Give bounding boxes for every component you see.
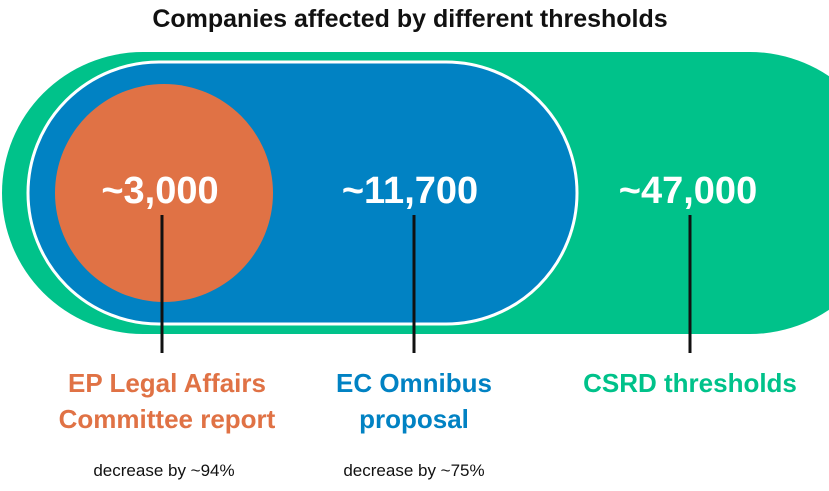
diagram-title: Companies affected by different threshol… bbox=[152, 5, 667, 33]
csrd-label: CSRD thresholds bbox=[583, 368, 797, 398]
ep-label-line2: Committee report bbox=[59, 404, 276, 434]
omnibus-value: ~11,700 bbox=[342, 170, 478, 212]
omnibus-label-line2: proposal bbox=[359, 404, 469, 434]
ep-label-line1: EP Legal Affairs bbox=[68, 368, 266, 398]
omnibus-label-line1: EC Omnibus bbox=[336, 368, 492, 398]
ep-shape bbox=[55, 84, 273, 302]
ep-note: decrease by ~94% bbox=[93, 461, 234, 480]
csrd-value: ~47,000 bbox=[619, 170, 757, 212]
ep-value: ~3,000 bbox=[101, 170, 218, 212]
omnibus-note: decrease by ~75% bbox=[343, 461, 484, 480]
